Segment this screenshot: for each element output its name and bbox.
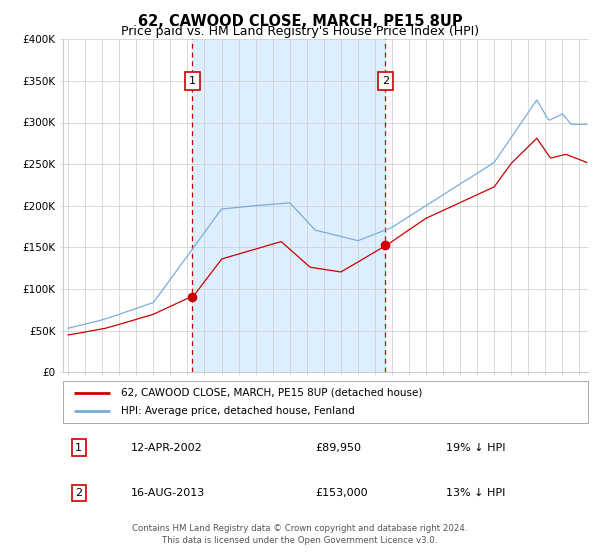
Text: 1: 1 — [75, 443, 82, 452]
Text: £153,000: £153,000 — [315, 488, 368, 498]
Text: 1: 1 — [189, 76, 196, 86]
Text: 12-APR-2002: 12-APR-2002 — [131, 443, 203, 452]
Point — [187, 293, 197, 302]
Text: 16-AUG-2013: 16-AUG-2013 — [131, 488, 205, 498]
Text: Price paid vs. HM Land Registry's House Price Index (HPI): Price paid vs. HM Land Registry's House … — [121, 25, 479, 38]
Point — [380, 240, 390, 249]
Text: 62, CAWOOD CLOSE, MARCH, PE15 8UP (detached house): 62, CAWOOD CLOSE, MARCH, PE15 8UP (detac… — [121, 388, 422, 398]
Text: HPI: Average price, detached house, Fenland: HPI: Average price, detached house, Fenl… — [121, 406, 355, 416]
Text: 2: 2 — [75, 488, 82, 498]
Text: 62, CAWOOD CLOSE, MARCH, PE15 8UP: 62, CAWOOD CLOSE, MARCH, PE15 8UP — [137, 14, 463, 29]
Text: Contains HM Land Registry data © Crown copyright and database right 2024.: Contains HM Land Registry data © Crown c… — [132, 524, 468, 533]
Bar — [192, 39, 385, 372]
Text: 19% ↓ HPI: 19% ↓ HPI — [446, 443, 506, 452]
Text: This data is licensed under the Open Government Licence v3.0.: This data is licensed under the Open Gov… — [163, 536, 437, 545]
Text: 13% ↓ HPI: 13% ↓ HPI — [446, 488, 506, 498]
Text: £89,950: £89,950 — [315, 443, 361, 452]
Text: 2: 2 — [382, 76, 389, 86]
